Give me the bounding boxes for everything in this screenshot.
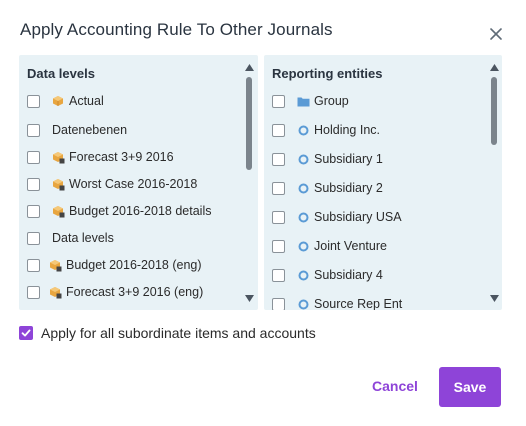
list-item-entity[interactable]: Subsidiary USA bbox=[272, 207, 402, 227]
list-item-entity[interactable]: Holding Inc. bbox=[272, 120, 380, 140]
reporting-entities-header: Reporting entities bbox=[272, 66, 383, 81]
cube-lock-icon bbox=[51, 150, 65, 164]
list-item-data-level[interactable]: Budget 2016-2018 (eng) bbox=[27, 255, 202, 275]
scrollbar-thumb[interactable] bbox=[491, 77, 497, 145]
list-item-data-level[interactable]: Actual bbox=[27, 91, 104, 111]
checkbox[interactable] bbox=[272, 210, 285, 224]
checkbox[interactable] bbox=[27, 177, 40, 191]
list-item-data-level[interactable]: Data levels bbox=[27, 228, 114, 248]
scroll-up-arrow-icon[interactable] bbox=[245, 64, 254, 71]
scroll-down-arrow-icon[interactable] bbox=[245, 295, 254, 302]
checkbox[interactable] bbox=[27, 123, 40, 137]
reporting-entities-panel: Reporting entities Group Holding Inc. Su… bbox=[264, 55, 502, 310]
list-item-entity[interactable]: Subsidiary 1 bbox=[272, 149, 383, 169]
scroll-up-arrow-icon[interactable] bbox=[490, 64, 499, 71]
list-item-label: Holding Inc. bbox=[314, 123, 381, 137]
list-item-label: Worst Case 2016-2018 bbox=[69, 177, 198, 191]
list-item-label: Subsidiary 2 bbox=[314, 181, 383, 195]
list-item-entity[interactable]: Subsidiary 4 bbox=[272, 265, 383, 285]
apply-subordinate-label: Apply for all subordinate items and acco… bbox=[41, 325, 316, 341]
list-item-label: Source Rep Ent bbox=[314, 297, 403, 310]
checkbox[interactable] bbox=[27, 150, 40, 164]
entity-circle-icon bbox=[296, 239, 310, 253]
cube-lock-icon bbox=[51, 204, 65, 218]
scrollbar-thumb[interactable] bbox=[246, 77, 252, 170]
checkmark-icon bbox=[21, 329, 31, 337]
list-item-label: Actual bbox=[69, 94, 104, 108]
data-levels-header: Data levels bbox=[27, 66, 95, 81]
entity-circle-icon bbox=[296, 210, 310, 224]
checkbox[interactable] bbox=[27, 285, 40, 299]
entity-circle-icon bbox=[296, 181, 310, 195]
list-item-label: Group bbox=[314, 94, 349, 108]
entity-circle-icon bbox=[296, 297, 310, 310]
cube-lock-icon bbox=[48, 258, 62, 272]
list-item-data-level[interactable]: Datenebenen bbox=[27, 120, 127, 140]
cube-icon bbox=[51, 94, 65, 108]
data-levels-panel: Data levels Actual Datenebenen Forecast … bbox=[19, 55, 258, 310]
checkbox[interactable] bbox=[27, 231, 40, 245]
list-item-label: Budget 2016-2018 (eng) bbox=[66, 258, 202, 272]
checkbox[interactable] bbox=[272, 123, 285, 137]
apply-subordinate-checkbox[interactable] bbox=[19, 326, 33, 340]
list-item-label: Joint Venture bbox=[314, 239, 387, 253]
checkbox[interactable] bbox=[27, 204, 40, 218]
list-item-label: Subsidiary 4 bbox=[314, 268, 383, 282]
cube-lock-icon bbox=[48, 285, 62, 299]
checkbox[interactable] bbox=[27, 94, 40, 108]
list-item-label: Forecast 3+9 2016 (eng) bbox=[66, 285, 204, 299]
checkbox[interactable] bbox=[272, 239, 285, 253]
scroll-down-arrow-icon[interactable] bbox=[490, 295, 499, 302]
close-icon[interactable] bbox=[488, 26, 504, 42]
list-item-label: Datenebenen bbox=[52, 123, 128, 137]
list-item-label: Subsidiary USA bbox=[314, 210, 402, 224]
dialog-title: Apply Accounting Rule To Other Journals bbox=[20, 20, 333, 39]
entity-circle-icon bbox=[296, 123, 310, 137]
save-button[interactable]: Save bbox=[439, 367, 501, 407]
cube-lock-icon bbox=[51, 177, 65, 191]
checkbox[interactable] bbox=[272, 268, 285, 282]
checkbox[interactable] bbox=[272, 152, 285, 166]
list-item-label: Forecast 3+9 2016 bbox=[69, 150, 174, 164]
checkbox[interactable] bbox=[272, 94, 285, 108]
checkbox[interactable] bbox=[272, 181, 285, 195]
list-item-entity[interactable]: Group bbox=[272, 91, 349, 111]
checkbox[interactable] bbox=[27, 258, 40, 272]
list-item-entity[interactable]: Joint Venture bbox=[272, 236, 387, 256]
folder-icon bbox=[296, 94, 310, 108]
list-item-entity[interactable]: Subsidiary 2 bbox=[272, 178, 383, 198]
list-item-label: Subsidiary 1 bbox=[314, 152, 383, 166]
list-item-entity[interactable]: Source Rep Ent bbox=[272, 294, 402, 310]
list-item-label: Data levels bbox=[52, 231, 114, 245]
cancel-button[interactable]: Cancel bbox=[362, 366, 428, 406]
list-item-data-level[interactable]: Forecast 3+9 2016 bbox=[27, 147, 174, 167]
entity-circle-icon bbox=[296, 268, 310, 282]
list-item-data-level[interactable]: Forecast 3+9 2016 (eng) bbox=[27, 282, 203, 302]
list-item-label: Budget 2016-2018 details bbox=[69, 204, 212, 218]
list-item-data-level[interactable]: Budget 2016-2018 details bbox=[27, 201, 211, 221]
entity-circle-icon bbox=[296, 152, 310, 166]
list-item-data-level[interactable]: Worst Case 2016-2018 bbox=[27, 174, 197, 194]
checkbox[interactable] bbox=[272, 297, 285, 310]
apply-subordinate-option[interactable]: Apply for all subordinate items and acco… bbox=[19, 325, 316, 341]
